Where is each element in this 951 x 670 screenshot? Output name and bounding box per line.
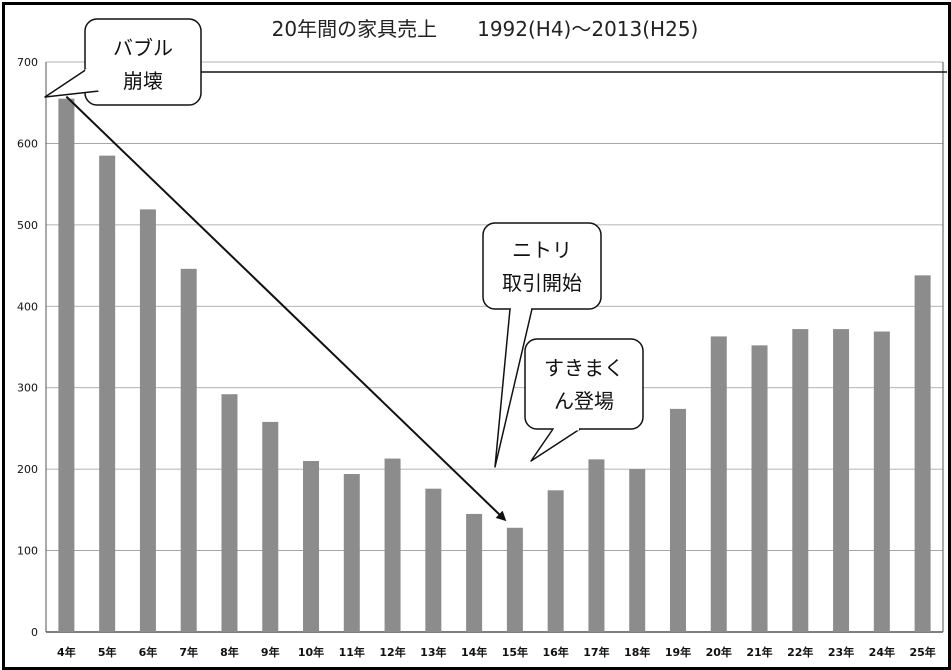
x-tick-label: 20年 bbox=[706, 645, 732, 659]
bar-11年 bbox=[343, 474, 360, 632]
axis-layer: 0 100 200 300 400 500 600 700 4年 5年 6年 7年 8年 9年 10年 11年… bbox=[17, 56, 947, 659]
x-tick-label: 19年 bbox=[665, 645, 691, 659]
bar-23年 bbox=[833, 329, 850, 632]
x-tick-label: 12年 bbox=[379, 645, 405, 659]
sukimakun-callout-line-1: ん登場 bbox=[554, 389, 614, 413]
decline-arrow bbox=[65, 95, 507, 522]
x-tick-label: 13年 bbox=[420, 645, 446, 659]
bar-chart: 20年間の家具売上 1992(H4)～2013(H25) 0 100 200 300 4… bbox=[17, 17, 947, 659]
bar-14年 bbox=[466, 513, 483, 632]
bar-25年 bbox=[914, 275, 931, 632]
y-tick-label: 400 bbox=[17, 300, 38, 313]
x-tick-label: 14年 bbox=[461, 645, 487, 659]
nitori-callout-line-1: 取引開始 bbox=[502, 271, 582, 295]
x-tick-label: 4年 bbox=[57, 645, 76, 659]
bar-10年 bbox=[303, 461, 320, 632]
bar-22年 bbox=[792, 329, 809, 632]
x-tick-label: 21年 bbox=[746, 645, 772, 659]
grid-layer bbox=[46, 61, 943, 633]
y-tick-label: 700 bbox=[17, 56, 38, 69]
y-tick-label: 100 bbox=[17, 545, 38, 558]
bar-8年 bbox=[221, 394, 238, 632]
bubble-collapse-callout-seam bbox=[84, 68, 102, 92]
x-tick-label: 25年 bbox=[909, 645, 935, 659]
bubble-collapse-callout-box bbox=[84, 18, 202, 106]
x-tick-label: 9年 bbox=[261, 645, 280, 659]
y-tick-label: 600 bbox=[17, 137, 38, 150]
y-tick-label: 500 bbox=[17, 219, 38, 232]
bar-5年 bbox=[99, 155, 116, 632]
bubble-collapse-callout-line-1: 崩壊 bbox=[123, 69, 163, 93]
sukimakun-callout-tail bbox=[530, 428, 581, 462]
x-tick-label: 22年 bbox=[787, 645, 813, 659]
x-tick-label: 15年 bbox=[502, 645, 528, 659]
bar-6年 bbox=[139, 209, 156, 632]
x-tick-label: 24年 bbox=[869, 645, 895, 659]
x-tick-label: 7年 bbox=[179, 645, 198, 659]
bar-16年 bbox=[547, 490, 564, 632]
x-tick-label: 23年 bbox=[828, 645, 854, 659]
nitori-callout-line-0: ニトリ bbox=[512, 238, 572, 262]
sukimakun-callout-box bbox=[524, 338, 644, 430]
x-tick-label: 10年 bbox=[298, 645, 324, 659]
bar-18年 bbox=[629, 469, 646, 632]
bubble-collapse-callout-tail bbox=[44, 68, 100, 98]
bar-24年 bbox=[873, 331, 890, 632]
bar-12年 bbox=[384, 458, 401, 632]
bar-21年 bbox=[751, 345, 768, 632]
chart-title: 20年間の家具売上 1992(H4)～2013(H25) bbox=[272, 17, 699, 41]
x-tick-label: 11年 bbox=[339, 645, 365, 659]
sukimakun-callout-line-0: すきまく bbox=[544, 356, 624, 380]
bar-13年 bbox=[425, 488, 442, 632]
bar-15年 bbox=[506, 527, 523, 632]
bar-20年 bbox=[710, 336, 727, 632]
bar-7年 bbox=[180, 268, 197, 632]
y-tick-label: 0 bbox=[31, 626, 38, 639]
y-tick-label: 200 bbox=[17, 463, 38, 476]
y-tick-label: 300 bbox=[17, 382, 38, 395]
bar-layer bbox=[58, 98, 931, 632]
x-tick-label: 16年 bbox=[543, 645, 569, 659]
x-tick-label: 17年 bbox=[583, 645, 609, 659]
x-tick-label: 6年 bbox=[139, 645, 158, 659]
nitori-callout-box bbox=[482, 222, 602, 310]
x-tick-label: 18年 bbox=[624, 645, 650, 659]
bar-9年 bbox=[262, 421, 279, 632]
bar-19年 bbox=[669, 408, 686, 632]
nitori-callout-tail bbox=[494, 308, 533, 468]
x-tick-label: 5年 bbox=[98, 645, 117, 659]
bar-17年 bbox=[588, 459, 605, 632]
bar-4年 bbox=[58, 98, 75, 632]
bubble-collapse-callout-line-0: バブル bbox=[113, 36, 173, 60]
x-tick-label: 8年 bbox=[220, 645, 239, 659]
